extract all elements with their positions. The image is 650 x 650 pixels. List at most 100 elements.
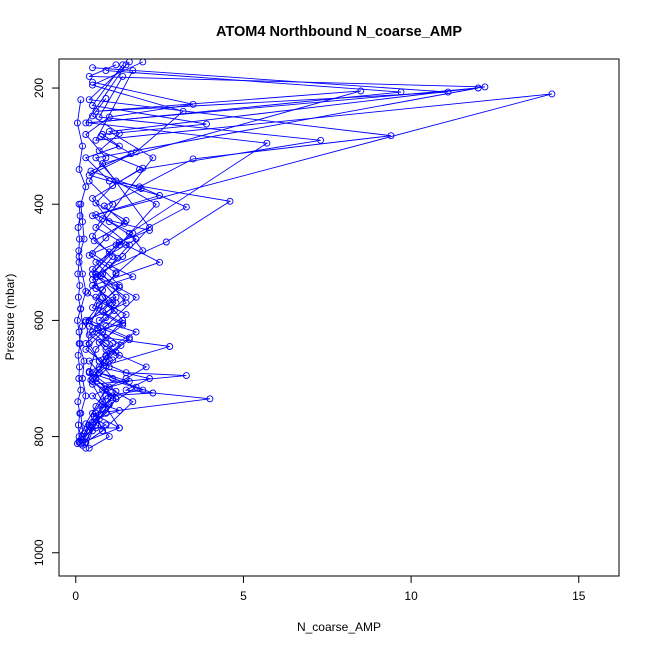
data-point — [107, 394, 115, 402]
data-point — [92, 107, 100, 115]
data-point — [73, 119, 81, 127]
data-point — [97, 272, 105, 280]
data-point — [90, 237, 98, 245]
data-point — [119, 253, 127, 260]
data-point — [129, 273, 137, 281]
data-point — [387, 132, 395, 140]
data-point — [115, 406, 123, 414]
data-point — [75, 200, 83, 208]
y-axis: 200 400 600 800 1000 — [32, 78, 60, 566]
data-point — [76, 409, 84, 417]
data-point — [99, 215, 107, 223]
data-point — [97, 132, 105, 140]
data-point — [85, 444, 93, 452]
data-point — [102, 95, 110, 102]
data-point — [76, 235, 83, 243]
data-point — [139, 247, 147, 255]
data-point — [203, 120, 210, 128]
data-point — [115, 424, 123, 432]
data-point — [109, 296, 117, 304]
data-point — [75, 375, 83, 382]
plot-data — [73, 59, 556, 452]
data-point — [226, 197, 234, 205]
data-point — [89, 250, 96, 258]
data-point — [82, 318, 90, 326]
data-point — [79, 142, 86, 150]
data-point — [92, 402, 100, 410]
data-point — [156, 258, 164, 266]
data-point — [99, 160, 107, 168]
data-point — [102, 234, 110, 242]
data-point — [80, 430, 88, 438]
data-point — [92, 136, 100, 144]
data-point — [105, 177, 113, 185]
data-point — [100, 359, 108, 367]
data-point — [139, 164, 147, 172]
series-line — [78, 98, 144, 442]
data-point — [109, 356, 117, 364]
chart-title: ATOM4 Northbound N_coarse_AMP — [216, 24, 462, 40]
data-point — [129, 229, 137, 237]
data-point — [125, 336, 133, 344]
data-point — [87, 167, 95, 175]
data-point — [73, 440, 81, 448]
data-point — [99, 401, 107, 409]
data-point — [102, 154, 110, 162]
data-point — [162, 238, 170, 246]
data-point — [100, 202, 108, 210]
data-point — [85, 368, 93, 375]
data-point — [105, 261, 113, 269]
data-point — [122, 61, 130, 69]
data-point — [92, 211, 100, 219]
data-point — [102, 385, 110, 393]
data-point — [89, 212, 96, 220]
x-tick-label: 0 — [72, 589, 79, 603]
data-point — [317, 136, 325, 144]
data-point — [132, 293, 140, 301]
data-point — [89, 265, 96, 273]
data-point — [152, 200, 160, 208]
data-point — [166, 343, 174, 350]
data-point — [92, 199, 100, 207]
data-point — [112, 269, 120, 277]
data-point — [115, 142, 123, 150]
data-point — [92, 415, 100, 423]
data-point — [129, 398, 137, 406]
data-point — [89, 304, 96, 312]
data-point — [89, 64, 96, 72]
data-point — [156, 192, 164, 199]
data-point — [548, 90, 556, 98]
y-tick-label: 1000 — [32, 539, 46, 566]
y-tick-label: 200 — [32, 78, 46, 98]
x-tick-label: 5 — [240, 589, 247, 603]
data-point — [75, 258, 83, 266]
series-line — [82, 64, 485, 440]
data-point — [76, 212, 84, 220]
data-point — [115, 129, 123, 137]
x-axis: 0 5 10 15 — [72, 575, 586, 603]
x-tick-label: 10 — [404, 589, 418, 603]
data-point — [77, 305, 84, 313]
data-point — [89, 392, 96, 400]
data-point — [89, 194, 96, 202]
data-point — [105, 248, 113, 256]
data-point — [139, 59, 147, 66]
data-point — [82, 131, 90, 138]
data-point — [137, 185, 145, 192]
x-axis-label: N_coarse_AMP — [297, 620, 381, 634]
data-point — [84, 289, 91, 297]
data-point — [149, 154, 157, 162]
data-point — [119, 321, 127, 329]
data-point — [82, 392, 90, 400]
series-line — [85, 81, 194, 449]
data-point — [92, 285, 100, 292]
series-line — [84, 64, 479, 449]
data-point — [82, 119, 90, 127]
data-point — [75, 247, 83, 255]
data-point — [102, 421, 110, 429]
data-point — [481, 83, 489, 91]
data-point — [132, 383, 140, 391]
data-point — [105, 128, 113, 136]
data-point — [79, 375, 86, 382]
